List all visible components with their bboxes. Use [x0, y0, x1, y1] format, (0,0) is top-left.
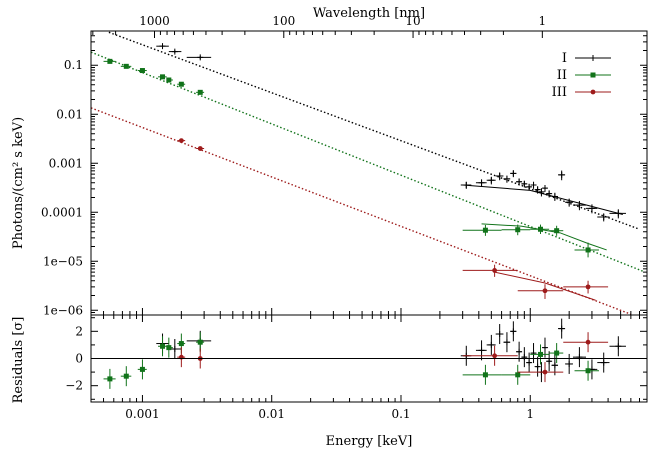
data-point-III [586, 284, 591, 289]
residual-point-II [538, 352, 543, 357]
data-point-III [198, 146, 203, 151]
residual-point-I [510, 328, 516, 334]
residual-point-II [140, 367, 145, 372]
data-point-II [198, 90, 203, 95]
residual-point-II [166, 345, 171, 350]
legend-label-III: III [552, 85, 567, 100]
x-tick-label: 0.1 [391, 407, 410, 421]
y-tick-label: 1e−05 [43, 254, 83, 268]
xray-model-curve-I [463, 185, 623, 215]
y-tick-label: 0.001 [49, 156, 83, 170]
y-tick-label: 0.01 [56, 107, 83, 121]
residual-point-I [516, 349, 522, 355]
residual-point-I [497, 331, 503, 337]
residual-point-II [179, 341, 184, 346]
residual-point-II [554, 351, 559, 356]
residual-point-III [492, 353, 497, 358]
residual-point-II [160, 344, 165, 349]
residual-point-I [559, 326, 565, 332]
residual-point-II [107, 376, 112, 381]
data-point-III [543, 288, 548, 293]
residual-point-III [586, 340, 591, 345]
data-point-II [107, 59, 112, 64]
residual-point-I [552, 362, 558, 368]
data-point-I [559, 172, 565, 178]
data-point-I [479, 180, 485, 186]
residual-point-I [576, 354, 582, 360]
x-axis-title: Energy [keV] [326, 434, 413, 449]
data-point-II [166, 78, 171, 83]
legend-label-II: II [557, 68, 567, 83]
top-x-tick-label: 1000 [139, 14, 170, 28]
legend-marker-I [590, 55, 596, 61]
data-point-II [124, 64, 129, 69]
data-point-I [615, 210, 621, 216]
residual-point-I [531, 350, 537, 356]
data-point-II [483, 228, 488, 233]
legend: I II III [552, 51, 611, 100]
residual-point-I [488, 342, 494, 348]
data-point-II [515, 227, 520, 232]
residual-point-I [546, 358, 552, 364]
y-axis-title: Photons/(cm² s keV) [11, 117, 26, 249]
residual-point-II [483, 372, 488, 377]
data-point-I [516, 179, 522, 185]
model-line-III [91, 108, 631, 314]
data-point-I [160, 43, 166, 49]
x-tick-label: 0.001 [125, 407, 159, 421]
top-x-tick-label: 1 [539, 14, 547, 28]
data-point-II [586, 247, 591, 252]
residual-tick-label: 0 [75, 352, 83, 366]
data-point-I [542, 185, 548, 191]
y-tick-label: 1e−06 [43, 303, 83, 317]
data-point-I [172, 49, 178, 55]
data-point-I [197, 54, 203, 60]
residual-point-I [601, 360, 607, 366]
x-tick-label: 0.01 [258, 407, 285, 421]
residual-point-I [615, 343, 621, 349]
top-x-tick-label: 100 [272, 14, 295, 28]
residual-point-II [515, 372, 520, 377]
residual-point-I [542, 345, 548, 351]
data-point-II [140, 68, 145, 73]
data-point-III [179, 138, 184, 143]
data-point-I [463, 182, 469, 188]
residual-point-I [521, 354, 527, 360]
residual-point-I [526, 360, 532, 366]
data-point-II [179, 82, 184, 87]
residuals-axis-title: Residuals [σ] [11, 317, 26, 404]
legend-label-I: I [562, 51, 567, 66]
residual-point-II [198, 340, 203, 345]
residual-point-II [586, 368, 591, 373]
residual-point-I [504, 339, 510, 345]
legend-marker-II [591, 73, 596, 78]
residual-point-III [543, 370, 548, 375]
data-point-III [492, 268, 497, 273]
residual-point-I [172, 346, 178, 352]
y-tick-label: 0.1 [64, 58, 83, 72]
residual-point-I [479, 347, 485, 353]
residual-point-I [566, 361, 572, 367]
residual-point-II [124, 374, 129, 379]
residual-tick-label: 2 [75, 324, 83, 338]
data-point-II [538, 227, 543, 232]
y-tick-label: 0.0001 [41, 205, 83, 219]
residual-tick-label: −2 [65, 379, 83, 393]
data-point-II [160, 74, 165, 79]
data-point-II [554, 228, 559, 233]
legend-marker-III [591, 90, 596, 95]
x-tick-label: 1 [526, 407, 534, 421]
top-x-axis-title: Wavelength [nm] [313, 6, 425, 21]
residual-point-I [535, 364, 541, 370]
model-line-I [109, 32, 640, 229]
data-point-I [510, 170, 516, 176]
data-point-I [488, 177, 494, 183]
